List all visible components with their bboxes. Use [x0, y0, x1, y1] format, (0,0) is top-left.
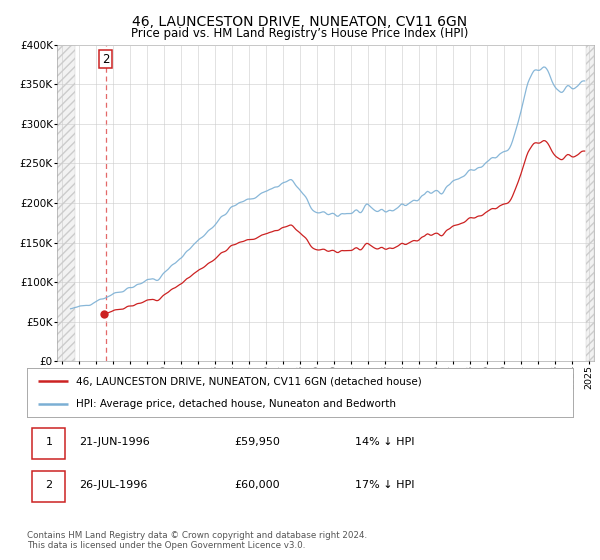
Text: Contains HM Land Registry data © Crown copyright and database right 2024.
This d: Contains HM Land Registry data © Crown c… [27, 531, 367, 550]
Text: £60,000: £60,000 [235, 480, 280, 491]
Text: £59,950: £59,950 [235, 437, 280, 447]
Text: 46, LAUNCESTON DRIVE, NUNEATON, CV11 6GN (detached house): 46, LAUNCESTON DRIVE, NUNEATON, CV11 6GN… [76, 376, 422, 386]
Text: 14% ↓ HPI: 14% ↓ HPI [355, 437, 414, 447]
FancyBboxPatch shape [32, 428, 65, 459]
Text: HPI: Average price, detached house, Nuneaton and Bedworth: HPI: Average price, detached house, Nune… [76, 399, 396, 409]
Text: 46, LAUNCESTON DRIVE, NUNEATON, CV11 6GN: 46, LAUNCESTON DRIVE, NUNEATON, CV11 6GN [133, 15, 467, 29]
FancyBboxPatch shape [32, 471, 65, 502]
Text: 1: 1 [46, 437, 52, 447]
Text: 26-JUL-1996: 26-JUL-1996 [79, 480, 147, 491]
Text: 21-JUN-1996: 21-JUN-1996 [79, 437, 149, 447]
Text: 2: 2 [102, 53, 109, 66]
Text: 2: 2 [45, 480, 52, 491]
Text: 17% ↓ HPI: 17% ↓ HPI [355, 480, 414, 491]
Text: Price paid vs. HM Land Registry’s House Price Index (HPI): Price paid vs. HM Land Registry’s House … [131, 27, 469, 40]
